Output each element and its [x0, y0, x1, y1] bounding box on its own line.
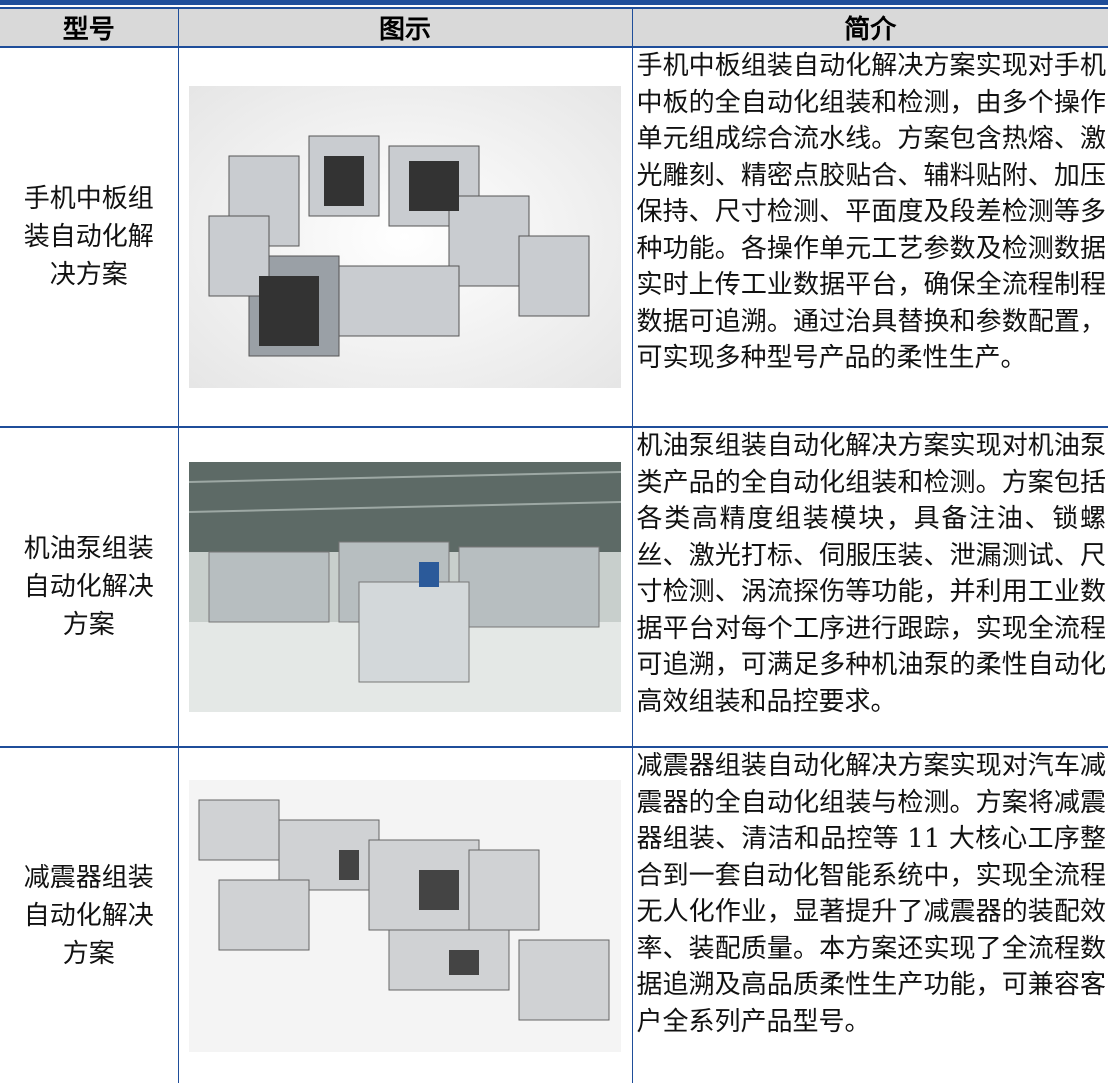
image — [189, 86, 621, 388]
image — [189, 779, 621, 1052]
description-cell: 减震器组装自动化解决方案实现对汽车减震器的全自动化组装与检测。方案将减震器组装、… — [631, 747, 1108, 1083]
image-cell — [177, 47, 632, 428]
image-cell — [177, 427, 632, 748]
model-cell: 减震器组装自动化解决方案 — [23, 862, 154, 969]
model-cell: 机油泵组装自动化解决方案 — [0, 427, 178, 748]
image — [189, 462, 621, 712]
header-cell: 图示 — [177, 9, 632, 48]
header-cell: 型号 — [0, 9, 178, 48]
top-rule — [0, 7, 1108, 9]
model-cell: 手机中板组装自动化解决方案 — [0, 47, 178, 428]
solutions-table: 型号 图示 简介 手机中板组装自动化解决方案 — [0, 9, 1108, 1083]
image-cell — [177, 747, 632, 1083]
row: 机油泵组装自动化解决方案 机油泵组装自动化解决方案实现对机油泵类产品的全自动化组… — [0, 427, 1108, 748]
top-rule — [0, 0, 1108, 5]
description-cell: 手机中板组装自动化解决方案实现对手机中板的全自动化组装和检测，由多个操作单元组成… — [631, 47, 1108, 428]
row: 手机中板组装自动化解决方案 手机中板组装自动化解决方案实现对手机中板的全自动化组… — [0, 47, 1108, 428]
description-cell: 机油泵组装自动化解决方案实现对机油泵类产品的全自动化组装和检测。方案包括各类高精… — [631, 427, 1108, 748]
header-cell: 简介 — [631, 9, 1108, 48]
header-row: 型号 图示 简介 — [0, 9, 1108, 48]
row: 减震器组装自动化解决方案 减震器组装自动化解决方案实现对汽车减震器的全自动化组装… — [0, 747, 1108, 1083]
